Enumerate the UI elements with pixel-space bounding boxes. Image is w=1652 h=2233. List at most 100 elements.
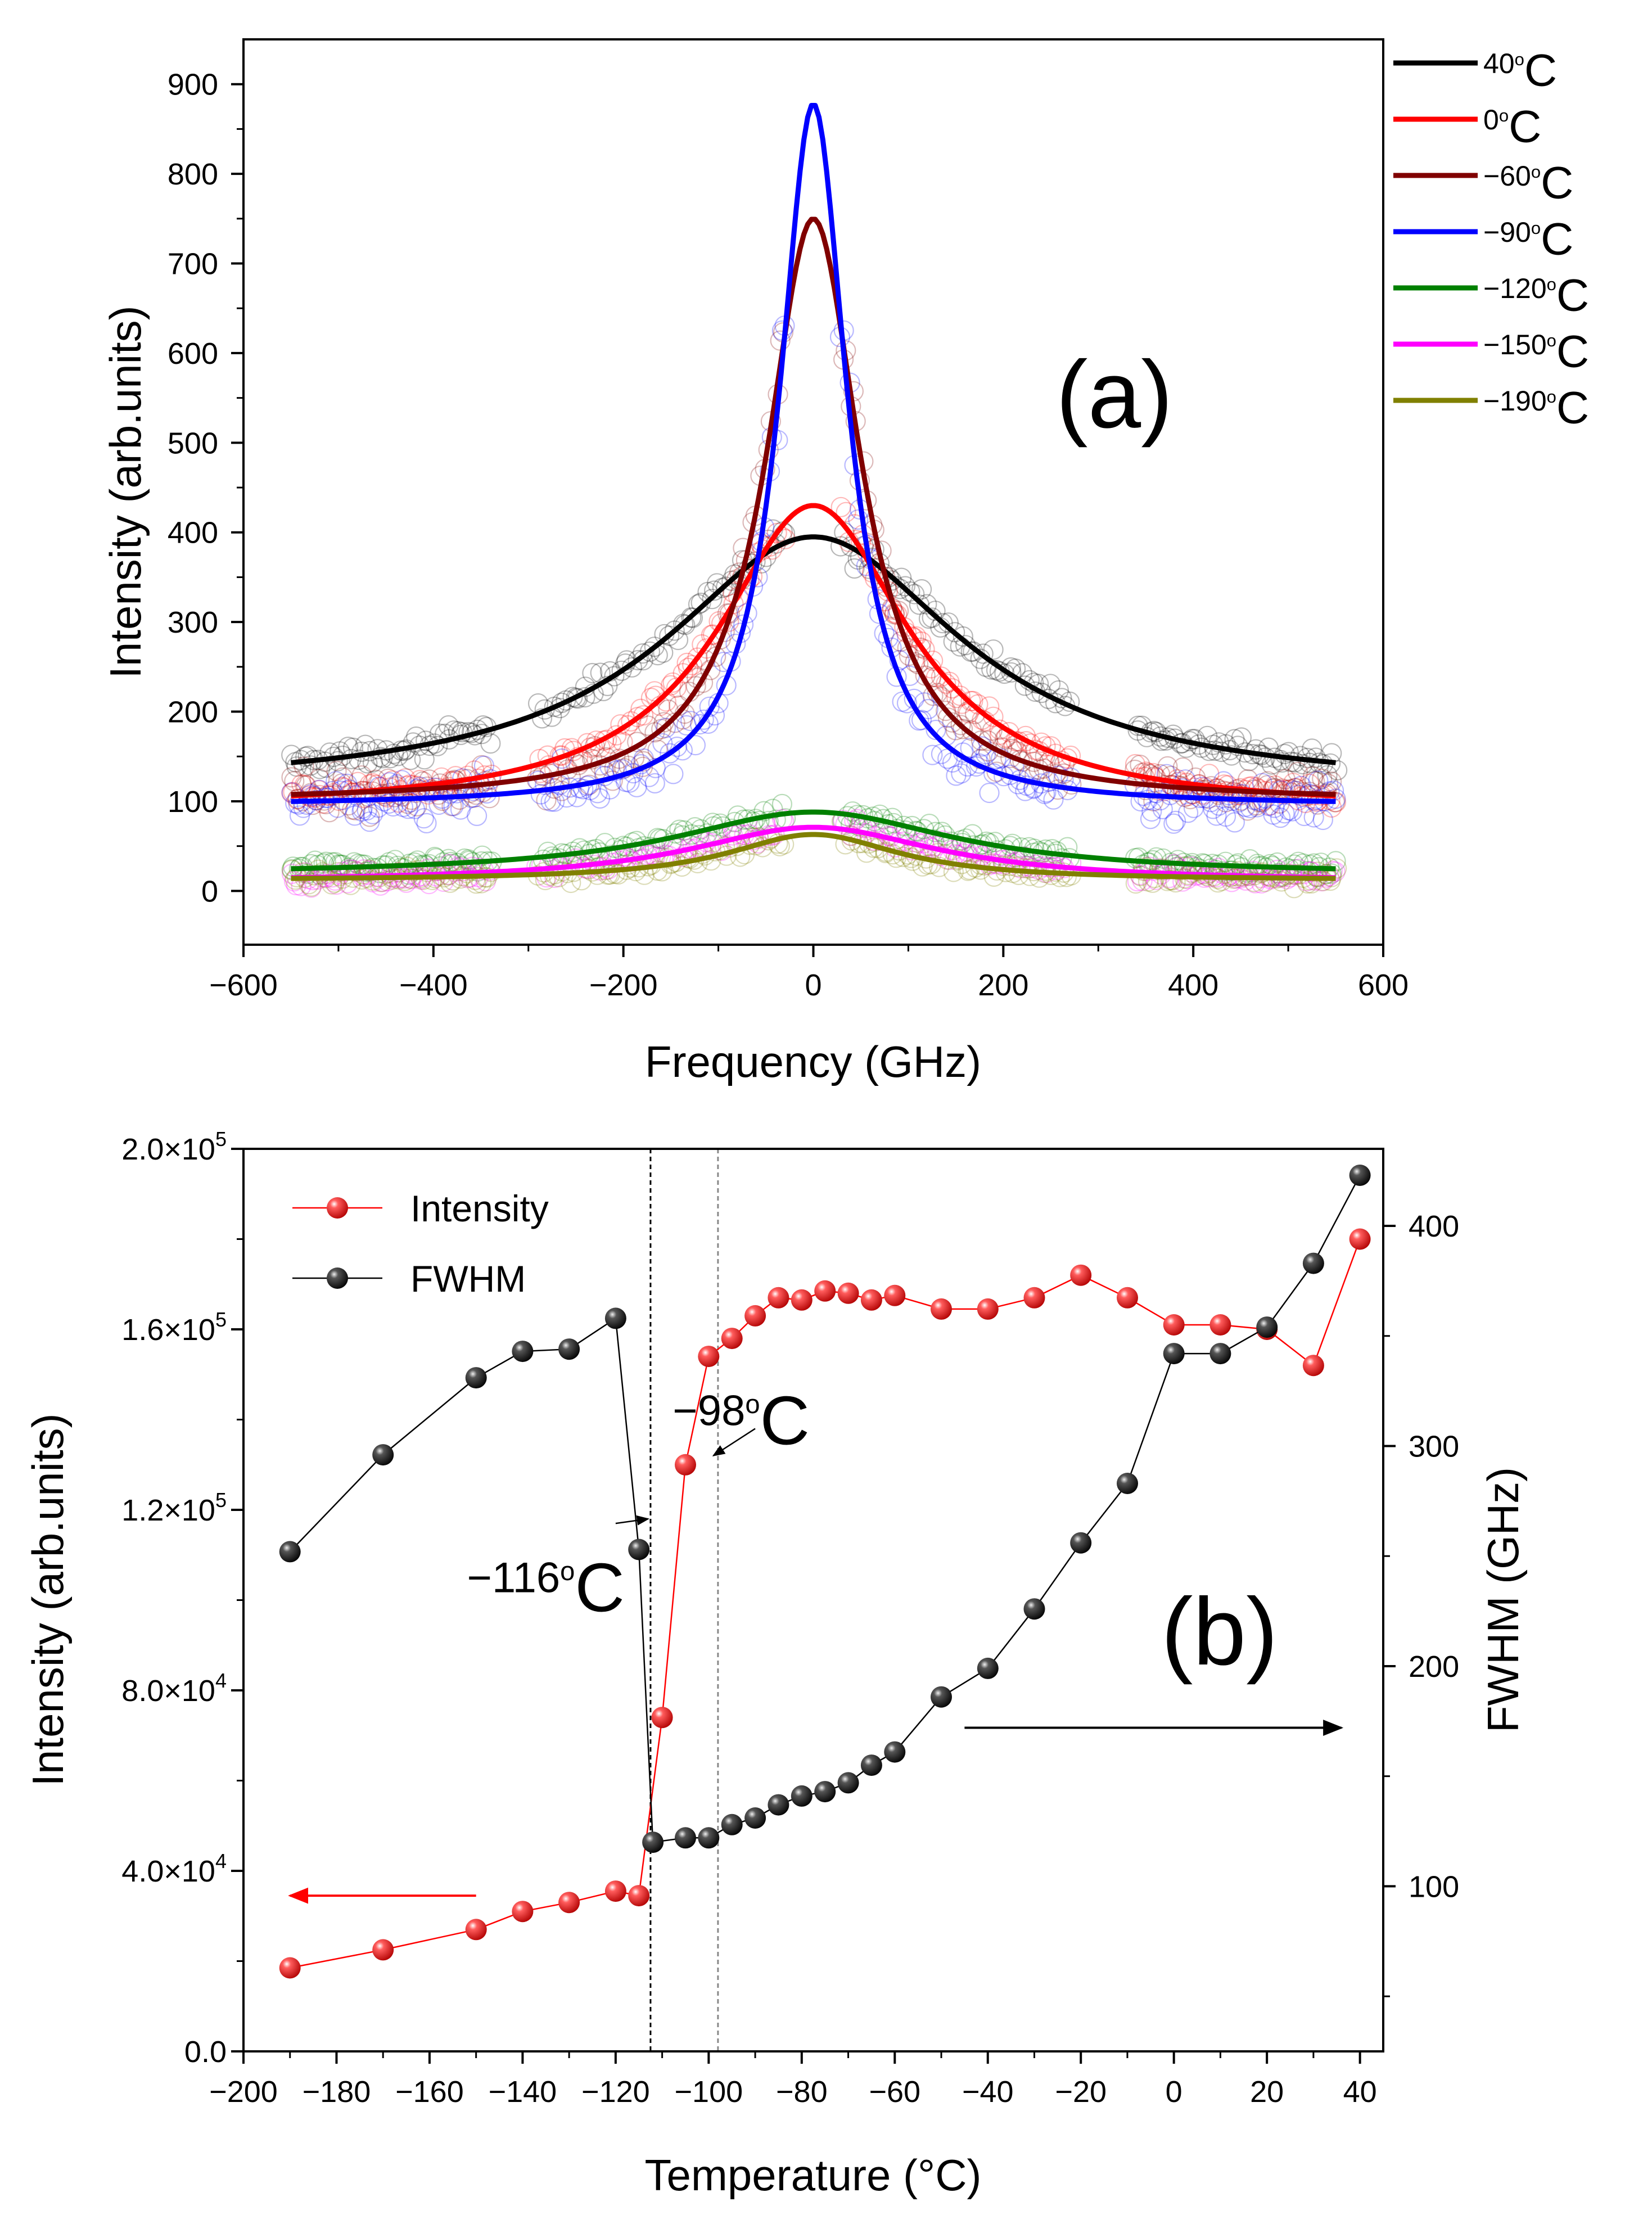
tick-exponent: 5 [215,1127,227,1151]
data-point [566,687,586,709]
y-tick-label: 300 [168,606,218,639]
data-point [571,751,592,772]
data-point [848,509,869,530]
data-point [684,816,706,838]
x-tick-label: 600 [1358,968,1409,1002]
tick-mantissa: 0.0 [184,2035,227,2069]
data-point [753,801,774,822]
data-point [595,857,616,878]
data-point [389,861,409,883]
data-point [332,767,353,788]
data-point [1212,861,1233,882]
data-point [1284,752,1305,773]
data-point [362,870,383,891]
data-point [327,862,348,883]
data-point [651,1707,673,1729]
data-point [977,1657,999,1679]
data-point [351,765,372,786]
data-point [914,692,935,713]
data-point [403,732,423,753]
data-point [1245,777,1266,798]
data-point [1284,854,1305,875]
y-tick-label: 1.2×105 [121,1488,227,1527]
data-point [1251,863,1271,883]
data-point [1272,752,1293,773]
data-point [727,805,748,826]
data-point [942,712,963,733]
x-tick-label: −600 [209,968,278,1002]
data-point [946,765,967,786]
y-tick-label: 4.0×104 [121,1849,227,1888]
data-point [886,847,907,868]
data-point [642,1831,664,1853]
data-point [692,672,714,693]
data-point [1271,871,1292,892]
data-point [1206,805,1227,826]
data-point [1303,807,1324,828]
data-point [286,756,307,777]
data-point [562,687,583,707]
y-tick-label: 900 [168,68,218,102]
data-point [678,657,699,678]
data-point [904,584,925,605]
data-point [1146,869,1167,890]
data-point [1006,856,1027,877]
y-tick-label: 1.6×105 [121,1308,227,1347]
data-point [1316,864,1337,885]
data-point [1308,770,1329,791]
legend-label-2: −60oC [1483,157,1573,208]
data-point [397,793,418,814]
data-point [1172,757,1193,778]
data-point [1023,778,1044,800]
data-point [465,1367,487,1389]
data-point [791,1289,813,1311]
fit-curve-3 [291,103,1336,804]
data-point [378,863,399,883]
panel-a-x-axis-title: Frequency (GHz) [645,1037,981,1086]
data-point [671,856,692,877]
x-tick-label: −40 [962,2075,1014,2109]
data-point [1218,785,1239,806]
data-point [295,746,316,767]
data-point [573,779,594,800]
data-point [422,869,443,891]
data-point [315,851,336,872]
data-point [1349,1165,1371,1186]
data-point [1023,777,1044,799]
data-point [569,838,590,859]
data-point [372,1939,394,1961]
data-point [633,705,654,726]
data-point [986,854,1007,874]
data-point [977,1298,999,1320]
data-point [860,1754,882,1776]
data-point [1243,860,1264,881]
data-point [992,855,1014,876]
data-point [385,850,405,870]
legend-label-3: −90oC [1483,214,1573,264]
data-point [617,715,638,736]
data-point [1008,774,1028,795]
data-point [999,855,1021,877]
data-point [716,576,737,597]
data-point [632,643,653,664]
data-point [690,592,711,613]
data-point [844,558,865,579]
data-point [1285,778,1306,799]
legend-label-6: −190oC [1483,382,1589,433]
data-point [332,777,353,798]
y2-tick-label: 200 [1409,1650,1459,1684]
data-point [932,613,953,634]
text-main: 0 [1483,104,1499,136]
data-point [449,789,470,810]
panel-b-x-axis-title: Temperature (°C) [644,2150,981,2200]
data-point [721,1328,743,1350]
data-point [628,1885,650,1907]
data-point [675,615,696,635]
x-tick-label: −100 [675,2075,743,2109]
y-tick-label: 400 [168,516,218,550]
annot-98-arrow [712,1428,756,1456]
data-point [1292,754,1313,775]
data-point [627,706,648,728]
data-point [1163,813,1184,834]
data-point [1215,806,1236,827]
